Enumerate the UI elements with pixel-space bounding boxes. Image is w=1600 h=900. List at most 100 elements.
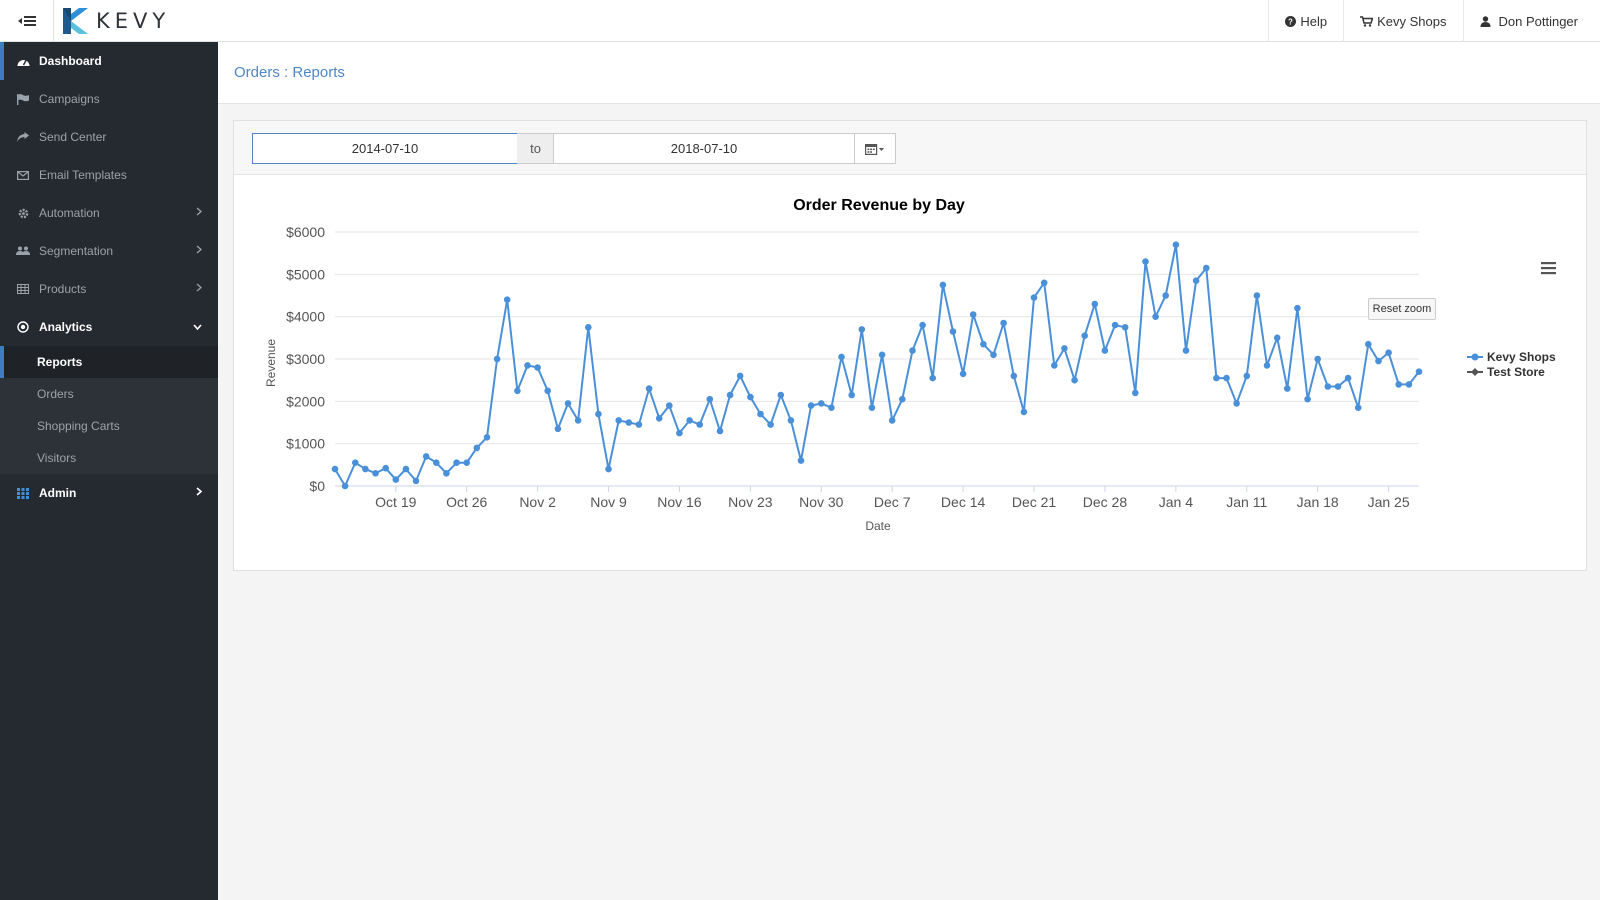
data-point[interactable]: [747, 393, 754, 401]
data-point[interactable]: [635, 421, 643, 428]
data-point[interactable]: [899, 395, 906, 403]
data-point[interactable]: [453, 459, 460, 467]
data-point[interactable]: [757, 410, 764, 418]
data-point[interactable]: [554, 425, 562, 433]
data-point[interactable]: [1223, 374, 1230, 382]
data-point[interactable]: [473, 444, 481, 452]
data-point[interactable]: [1314, 355, 1321, 363]
data-point[interactable]: [1172, 241, 1180, 248]
data-point[interactable]: [1121, 324, 1129, 331]
data-point[interactable]: [1152, 313, 1159, 320]
data-point[interactable]: [909, 347, 916, 354]
data-point[interactable]: [503, 296, 511, 303]
data-point[interactable]: [1071, 376, 1078, 384]
sidebar-item-dashboard[interactable]: Dashboard: [0, 42, 218, 80]
data-point[interactable]: [1284, 385, 1291, 392]
data-point[interactable]: [1294, 304, 1301, 312]
data-point[interactable]: [736, 372, 744, 380]
data-point[interactable]: [1213, 374, 1220, 382]
data-point[interactable]: [696, 421, 703, 428]
breadcrumb-section-link[interactable]: Orders: [234, 64, 280, 81]
data-point[interactable]: [1253, 292, 1261, 299]
series-kevy-shops[interactable]: [331, 241, 1423, 490]
data-point[interactable]: [726, 391, 734, 399]
data-point[interactable]: [848, 391, 855, 399]
data-point[interactable]: [767, 421, 774, 428]
data-point[interactable]: [868, 404, 876, 411]
data-point[interactable]: [838, 353, 845, 361]
data-point[interactable]: [706, 395, 714, 403]
data-point[interactable]: [828, 404, 835, 411]
data-point[interactable]: [1395, 381, 1402, 388]
data-point[interactable]: [382, 464, 389, 472]
legend-item-test-store[interactable]: Test Store: [1467, 364, 1556, 379]
data-point[interactable]: [1111, 321, 1119, 329]
data-point[interactable]: [686, 417, 693, 424]
data-point[interactable]: [878, 351, 886, 359]
data-point[interactable]: [1030, 294, 1038, 301]
user-menu[interactable]: Don Pottinger: [1462, 0, 1600, 42]
data-point[interactable]: [433, 459, 440, 467]
data-point[interactable]: [1273, 334, 1281, 342]
data-point[interactable]: [1061, 345, 1068, 352]
data-point[interactable]: [939, 281, 947, 289]
sidebar-toggle-button[interactable]: [0, 0, 54, 42]
data-point[interactable]: [1162, 292, 1169, 299]
data-point[interactable]: [787, 417, 795, 424]
data-point[interactable]: [1405, 381, 1413, 388]
data-point[interactable]: [1020, 408, 1028, 416]
data-point[interactable]: [412, 477, 420, 485]
data-point[interactable]: [1304, 395, 1311, 403]
data-point[interactable]: [959, 370, 967, 378]
data-point[interactable]: [645, 385, 653, 392]
data-point[interactable]: [990, 351, 997, 359]
data-point[interactable]: [1263, 362, 1271, 369]
data-point[interactable]: [402, 465, 410, 473]
data-point[interactable]: [443, 470, 450, 477]
data-point[interactable]: [463, 459, 470, 467]
data-point[interactable]: [969, 311, 977, 318]
reset-zoom-button[interactable]: Reset zoom: [1368, 298, 1436, 320]
data-point[interactable]: [1375, 357, 1382, 365]
data-point[interactable]: [1101, 347, 1109, 354]
store-switcher[interactable]: Kevy Shops: [1343, 0, 1462, 42]
data-point[interactable]: [1233, 400, 1240, 407]
data-point[interactable]: [1182, 347, 1190, 354]
data-point[interactable]: [1365, 340, 1372, 348]
data-point[interactable]: [605, 465, 612, 473]
data-point[interactable]: [372, 470, 379, 477]
sidebar-item-products[interactable]: Products: [0, 270, 218, 308]
data-point[interactable]: [1192, 277, 1200, 284]
data-point[interactable]: [574, 417, 582, 424]
sidebar-item-admin[interactable]: Admin: [0, 474, 218, 512]
data-point[interactable]: [1415, 368, 1423, 375]
brand-logo[interactable]: KEVY: [63, 8, 170, 34]
sidebar-item-email-templates[interactable]: Email Templates: [0, 156, 218, 194]
sidebar-item-segmentation[interactable]: Segmentation: [0, 232, 218, 270]
data-point[interactable]: [585, 324, 592, 331]
data-point[interactable]: [524, 362, 531, 369]
data-point[interactable]: [1132, 389, 1139, 397]
data-point[interactable]: [392, 476, 400, 483]
data-point[interactable]: [514, 387, 521, 395]
data-point[interactable]: [1051, 362, 1058, 369]
data-point[interactable]: [1324, 383, 1332, 390]
sidebar-item-shopping-carts[interactable]: Shopping Carts: [37, 419, 120, 433]
data-point[interactable]: [625, 419, 633, 426]
data-point[interactable]: [341, 482, 349, 490]
data-point[interactable]: [564, 400, 572, 407]
data-point[interactable]: [595, 410, 602, 418]
data-point[interactable]: [797, 457, 805, 464]
data-point[interactable]: [534, 364, 541, 371]
data-point[interactable]: [1010, 372, 1018, 380]
end-date-input[interactable]: [553, 133, 855, 164]
data-point[interactable]: [666, 402, 673, 409]
sidebar-item-automation[interactable]: Automation: [0, 194, 218, 232]
help-link[interactable]: ? Help: [1268, 0, 1343, 42]
data-point[interactable]: [544, 387, 551, 395]
data-point[interactable]: [676, 429, 683, 437]
data-point[interactable]: [858, 326, 866, 333]
data-point[interactable]: [493, 355, 501, 363]
data-point[interactable]: [1142, 258, 1149, 265]
data-point[interactable]: [807, 402, 815, 409]
